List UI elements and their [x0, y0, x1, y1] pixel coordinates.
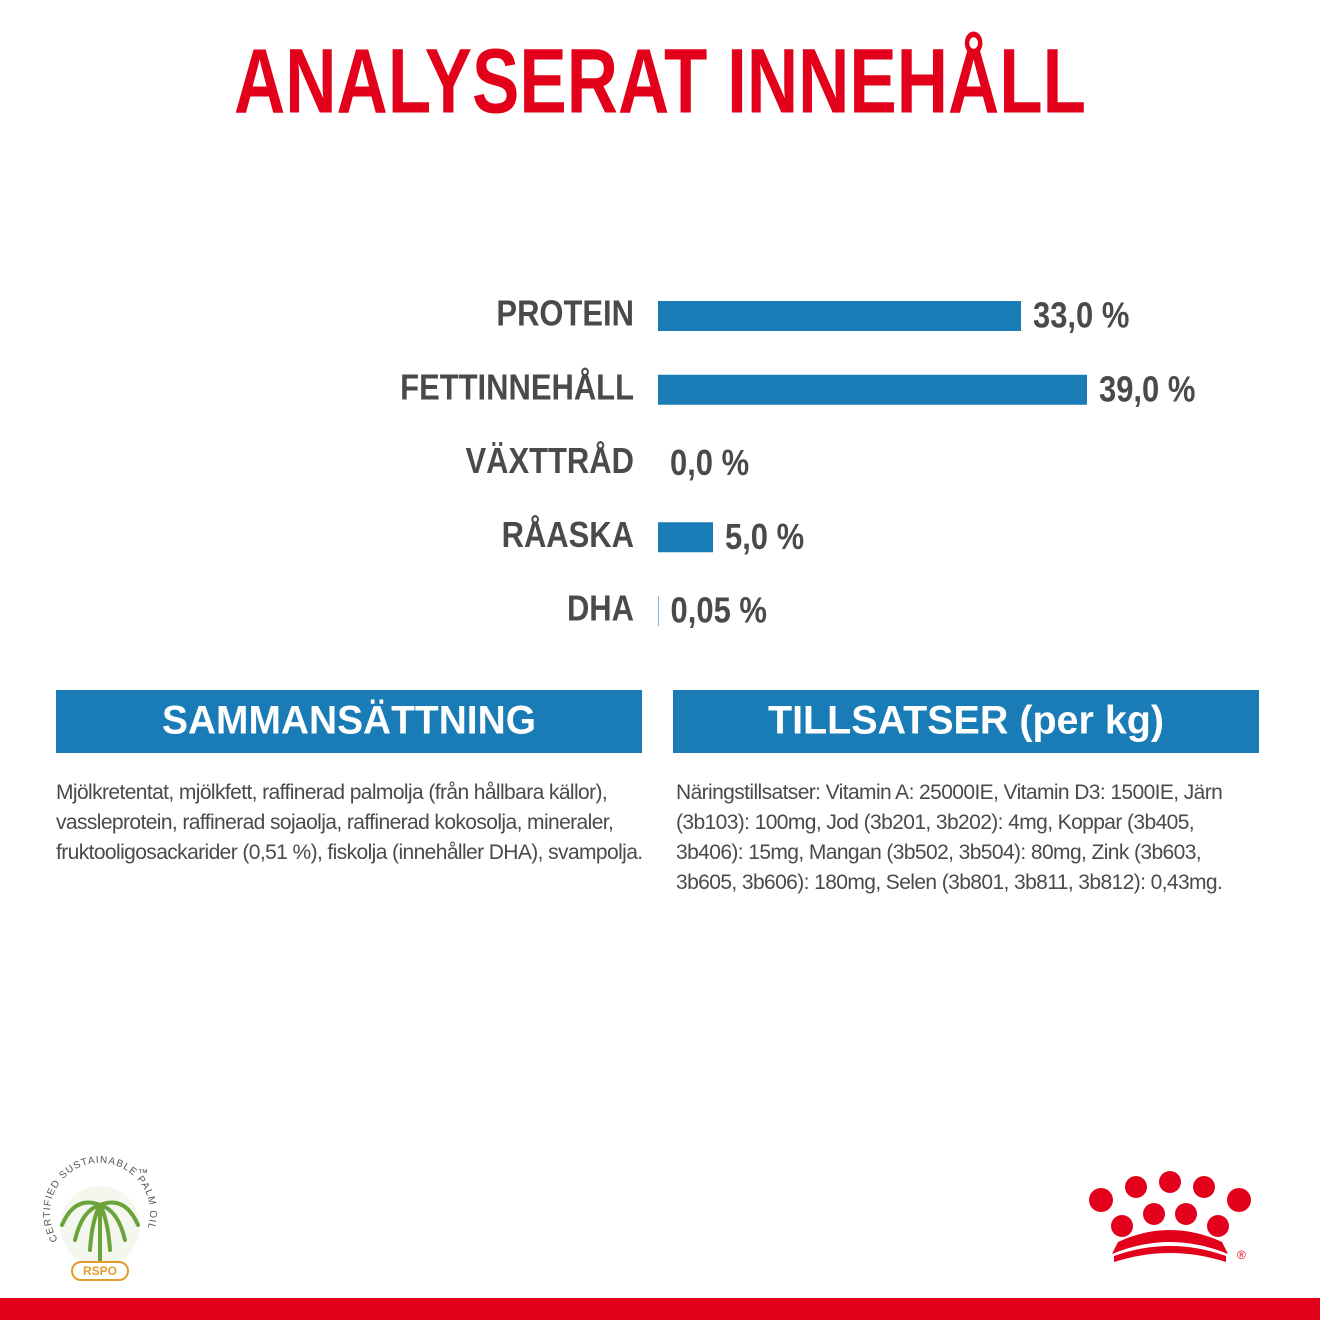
bar — [658, 301, 1021, 331]
bar — [658, 522, 713, 553]
title: ANALYSERAT INNEHÅLL — [234, 30, 1086, 132]
additives-text: Näringstillsatser: Vitamin A: 25000IE, V… — [676, 781, 1223, 894]
section-header-bg — [56, 690, 642, 753]
bar — [658, 374, 1087, 405]
section-header-bg — [673, 690, 1259, 753]
category-label: DHA — [567, 589, 634, 629]
category-label: PROTEIN — [496, 294, 634, 334]
composition-text: Mjölkretentat, mjölkfett, raffinerad pal… — [56, 781, 643, 864]
value-label: 39,0 % — [1099, 370, 1195, 410]
crown-logo: ® — [1089, 1171, 1251, 1262]
value-label: 0,0 % — [670, 444, 749, 484]
category-label: RÅASKA — [502, 515, 634, 556]
rspo-tm: ™ — [138, 1168, 148, 1179]
rspo-badge: RSPO — [83, 1264, 117, 1278]
category-label: FETTINNEHÅLL — [400, 367, 634, 408]
registered-mark: ® — [1237, 1248, 1246, 1262]
value-label: 5,0 % — [725, 518, 804, 558]
rspo-logo: CERTIFIED SUSTAINABLE PALM OIL ™ RSPO — [42, 1155, 157, 1281]
value-label: 33,0 % — [1033, 296, 1129, 336]
section-heading: SAMMANSÄTTNING — [162, 699, 536, 743]
bar-chart: PROTEIN 33,0 % FETTINNEHÅLL 39,0 % VÄXTTRÅD 0… — [400, 294, 1195, 631]
bar — [658, 596, 659, 626]
section-heading: TILLSATSER (per kg) — [768, 699, 1164, 743]
rspo-badge-bg — [71, 1261, 129, 1281]
bottom-stripe — [0, 1298, 1320, 1320]
category-label: VÄXTTRÅD — [465, 441, 634, 482]
value-label: 0,05 % — [671, 591, 767, 631]
